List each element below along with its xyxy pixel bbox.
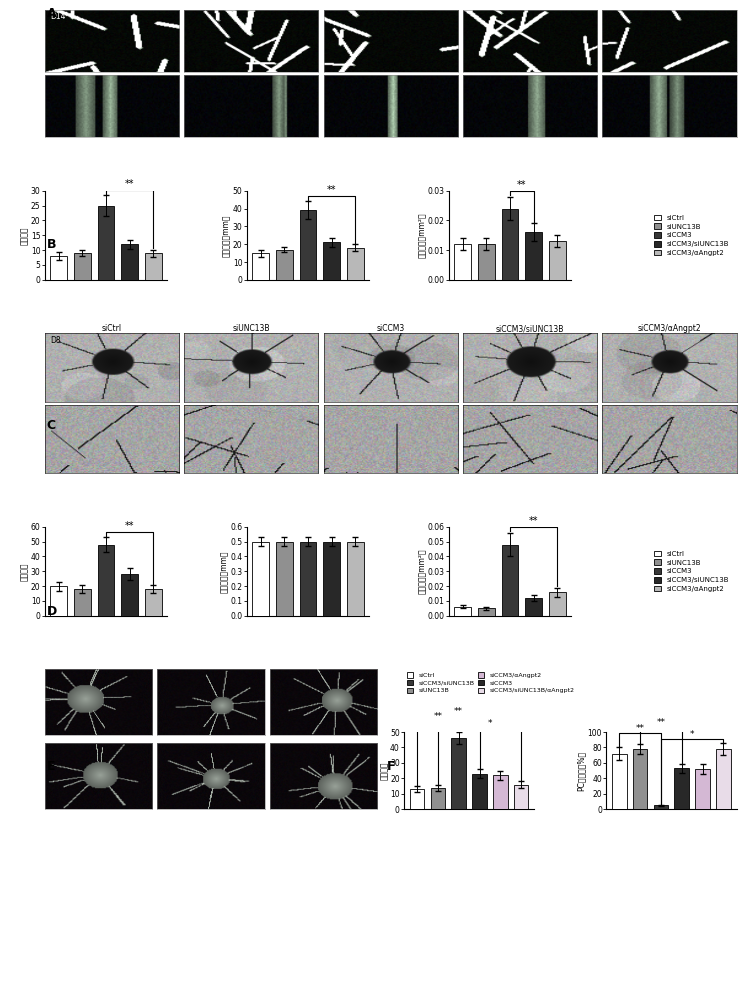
Bar [324,242,340,280]
Bar [74,589,91,616]
Title: siCtrl: siCtrl [102,324,122,333]
Text: HBMVEC/HBMVPC: HBMVEC/HBMVPC [4,747,9,803]
Text: **: ** [529,516,539,526]
Bar [549,241,565,280]
Text: **: ** [434,712,443,721]
Bar [452,738,466,809]
Bar [347,248,364,280]
Bar [145,253,161,280]
Title: siCCM3/siUNC13B: siCCM3/siUNC13B [496,324,564,333]
Text: **: ** [455,707,464,716]
Text: D: D [47,605,57,618]
Bar [97,545,115,616]
Bar [716,749,731,809]
Y-axis label: 管径直径（mm）: 管径直径（mm） [222,214,231,257]
Legend: siCtrl, siUNC13B, siCCM3, siCCM3/siUNC13B, siCCM3/αAngpt2: siCtrl, siUNC13B, siCCM3, siCCM3/siUNC13… [654,215,729,256]
Bar [50,586,67,616]
Title: siCCM3: siCCM3 [310,660,338,669]
Title: siCtrl: siCtrl [102,1,122,10]
Title: siCCM3: siCCM3 [376,1,405,10]
Bar [252,542,269,616]
Bar [612,754,626,809]
Bar [525,232,542,280]
Bar [501,209,519,280]
Text: A: A [47,7,57,20]
Bar [695,769,710,809]
Text: D8: D8 [50,336,60,345]
Bar [549,592,565,616]
Bar [514,785,528,809]
Bar [145,589,161,616]
Bar [478,608,495,616]
Bar [74,253,91,280]
Bar [276,250,292,280]
Bar [347,542,364,616]
Bar [300,210,316,280]
Text: **: ** [125,521,135,531]
Title: siCCM3/αAngpt2: siCCM3/αAngpt2 [638,324,702,333]
Bar [455,607,471,616]
Bar [478,244,495,280]
Title: siCCM3/siUNC13B: siCCM3/siUNC13B [496,1,564,10]
Bar [472,774,487,809]
Text: **: ** [327,185,336,195]
Bar [50,256,67,280]
Y-axis label: 出芽长度（mm）: 出芽长度（mm） [220,550,229,593]
Y-axis label: 分支数量: 分支数量 [20,226,29,245]
Title: siCtrl: siCtrl [89,660,109,669]
Text: E: E [47,760,55,773]
Title: siCCM3/siUNC13B: siCCM3/siUNC13B [68,736,128,742]
Bar [525,598,542,616]
Title: siUNC13B: siUNC13B [192,660,230,669]
Bar [633,749,647,809]
Bar [493,775,507,809]
Text: B: B [47,238,57,251]
Bar [501,545,519,616]
Bar [276,542,292,616]
Bar [675,768,689,809]
Title: siUNC13B: siUNC13B [232,324,270,333]
Text: *: * [690,730,694,739]
Text: C: C [47,419,56,432]
Y-axis label: PC覆盖率（%）: PC覆盖率（%） [577,751,586,791]
Text: **: ** [125,179,135,189]
Y-axis label: 出芽数量: 出芽数量 [20,562,29,581]
Bar [97,206,115,280]
Text: F: F [387,760,395,773]
Bar [410,789,424,809]
Y-axis label: 血管面积（mm²）: 血管面积（mm²） [417,212,426,258]
Title: siCCM3/αAngpt2: siCCM3/αAngpt2 [638,1,702,10]
Bar [121,574,138,616]
Bar [121,244,138,280]
Text: **: ** [635,724,644,733]
Text: VE-cadherin/Collagen IV: VE-cadherin/Collagen IV [1,27,6,103]
Title: siUNC13B: siUNC13B [232,1,270,10]
Title: siCCM3: siCCM3 [376,324,405,333]
Bar [455,244,471,280]
Text: D14: D14 [50,12,65,21]
Text: **: ** [517,180,527,190]
Bar [654,805,668,809]
Text: *: * [487,719,493,728]
Legend: siCtrl, siCCM3/siUNC13B, siUNC13B, siCCM3/αAngpt2, siCCM3, siCCM3/siUNC13B/αAngp: siCtrl, siCCM3/siUNC13B, siUNC13B, siCCM… [407,672,574,693]
Bar [300,542,316,616]
Y-axis label: 出芽数量: 出芽数量 [379,761,388,780]
Title: siCCM3/siUNC13B/aAngpt2: siCCM3/siUNC13B/aAngpt2 [279,736,368,742]
Title: siCCM3/aAngpt2: siCCM3/aAngpt2 [184,736,238,742]
Bar [324,542,340,616]
Text: **: ** [656,718,665,727]
Bar [431,788,445,809]
Legend: siCtrl, siUNC13B, siCCM3, siCCM3/siUNC13B, siCCM3/αAngpt2: siCtrl, siUNC13B, siCCM3, siCCM3/siUNC13… [654,551,729,592]
Bar [252,253,269,280]
Y-axis label: 血管面积（mm²）: 血管面积（mm²） [417,548,426,594]
